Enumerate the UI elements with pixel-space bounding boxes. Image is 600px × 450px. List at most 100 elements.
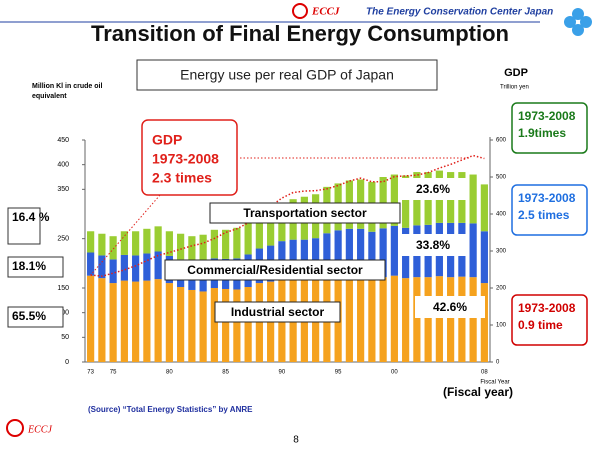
bar-segment [222, 288, 230, 362]
sector-label: Commercial/Residential sector [187, 263, 363, 277]
y-tick-label: 150 [57, 285, 69, 292]
start-share-label: 65.5% [12, 309, 46, 323]
bar-segment [469, 174, 477, 224]
callout-leader [90, 194, 161, 276]
bar-segment [390, 174, 398, 226]
end-share-label: 42.6% [433, 300, 467, 314]
bar-segment [210, 229, 218, 259]
gdp-callout-box [141, 119, 238, 196]
ratio-callout-box [511, 294, 588, 346]
bar-segment [233, 289, 241, 362]
x-tick-label: 90 [279, 370, 286, 376]
footer-logo-mark [6, 419, 24, 437]
bar-segment [177, 233, 185, 260]
share-box [398, 178, 468, 200]
gdp-callout-line: 2.3 times [152, 170, 212, 186]
y-axis-label: Million Kl in crude oil equivalent [32, 83, 103, 100]
x-tick-label: 95 [335, 370, 342, 376]
bar-segment [368, 231, 376, 280]
gdp-line [90, 154, 485, 277]
bar-segment [132, 231, 140, 256]
start-share-label: 16.4 % [12, 210, 50, 224]
start-share-label: 18.1% [12, 259, 46, 273]
bar-segment [165, 231, 173, 256]
clover-icon [564, 8, 592, 36]
y-tick-label: 350 [57, 186, 69, 193]
y2-tick-label: 0 [496, 360, 500, 366]
y-tick-label: 0 [65, 359, 69, 366]
bar-segment [210, 288, 218, 362]
bar-segment [120, 254, 128, 281]
bar-segment [188, 236, 196, 262]
y-tick-label: 400 [57, 162, 69, 169]
x-tick-label: 80 [166, 370, 173, 376]
bar-segment [132, 281, 140, 362]
bar-segment [413, 277, 421, 362]
ratio-callout-line: 1973-2008 [518, 191, 576, 205]
bar-segment [222, 229, 230, 259]
bar-segment [312, 238, 320, 281]
y2-axis-label: GDP [504, 67, 528, 79]
y2-unit: Trillion yen [500, 85, 529, 91]
bar-segment [143, 253, 151, 281]
gdp-callout-line: 1973-2008 [152, 151, 219, 167]
bar-segment [390, 225, 398, 276]
bar-segment [120, 280, 128, 362]
bar-segment [188, 289, 196, 362]
subtitle-box [136, 59, 438, 91]
sector-label: Industrial sector [231, 305, 325, 319]
bar-segment [109, 259, 117, 284]
bar-segment [199, 291, 207, 362]
bar-segment [345, 228, 353, 276]
slide-title: Transition of Final Energy Consumption [91, 21, 509, 46]
gdp-callout-title: GDP [152, 132, 182, 148]
sector-label-box [209, 202, 401, 224]
share-box [398, 234, 468, 256]
x-tick-label: 75 [110, 370, 117, 376]
bar-segment [87, 275, 95, 362]
x-axis-label-2: (Fiscal year) [443, 385, 513, 399]
ratio-callout-line: 0.9 time [518, 318, 563, 332]
bar-segment [143, 228, 151, 254]
x-tick-label: 73 [87, 370, 94, 376]
bar-segment [199, 234, 207, 263]
header-logo: ECCJ [311, 6, 340, 18]
bar-segment [143, 280, 151, 362]
bar-segment [98, 233, 106, 256]
y2-tick-label: 300 [496, 249, 507, 255]
bar-segment [447, 277, 455, 362]
bar-segment [357, 228, 365, 276]
bar-segment [424, 277, 432, 362]
y2-tick-label: 400 [496, 212, 507, 218]
bar-segment [244, 287, 252, 362]
bar-segment [480, 184, 488, 232]
bar-segment [334, 230, 342, 276]
header-org: The Energy Conservation Center Japan [366, 7, 553, 18]
bar-segment [87, 252, 95, 276]
bar-segment [480, 231, 488, 284]
footer-logo: ECCJ [27, 424, 52, 435]
ratio-callout-line: 1973-2008 [518, 109, 576, 123]
bar-segment [177, 287, 185, 362]
bar-segment [323, 233, 331, 278]
bar-segment [87, 231, 95, 253]
ratio-callout-line: 2.5 times [518, 208, 570, 222]
bar-segment [154, 251, 162, 280]
bar-segment [165, 283, 173, 362]
bar-segment [244, 222, 252, 255]
bar-segment [379, 228, 387, 278]
bar-segment [98, 278, 106, 362]
y2-tick-label: 200 [496, 286, 507, 292]
sector-label-box [214, 301, 341, 323]
y2-tick-label: 600 [496, 138, 507, 144]
end-share-label: 23.6% [416, 182, 450, 196]
y2-tick-label: 100 [496, 323, 507, 329]
bar-segment [109, 236, 117, 260]
y-tick-label: 450 [57, 137, 69, 144]
x-tick-label: 85 [222, 370, 229, 376]
bar-segment [469, 223, 477, 278]
sector-label-box [164, 259, 386, 281]
share-box [415, 296, 485, 318]
bar-segment [255, 214, 263, 249]
